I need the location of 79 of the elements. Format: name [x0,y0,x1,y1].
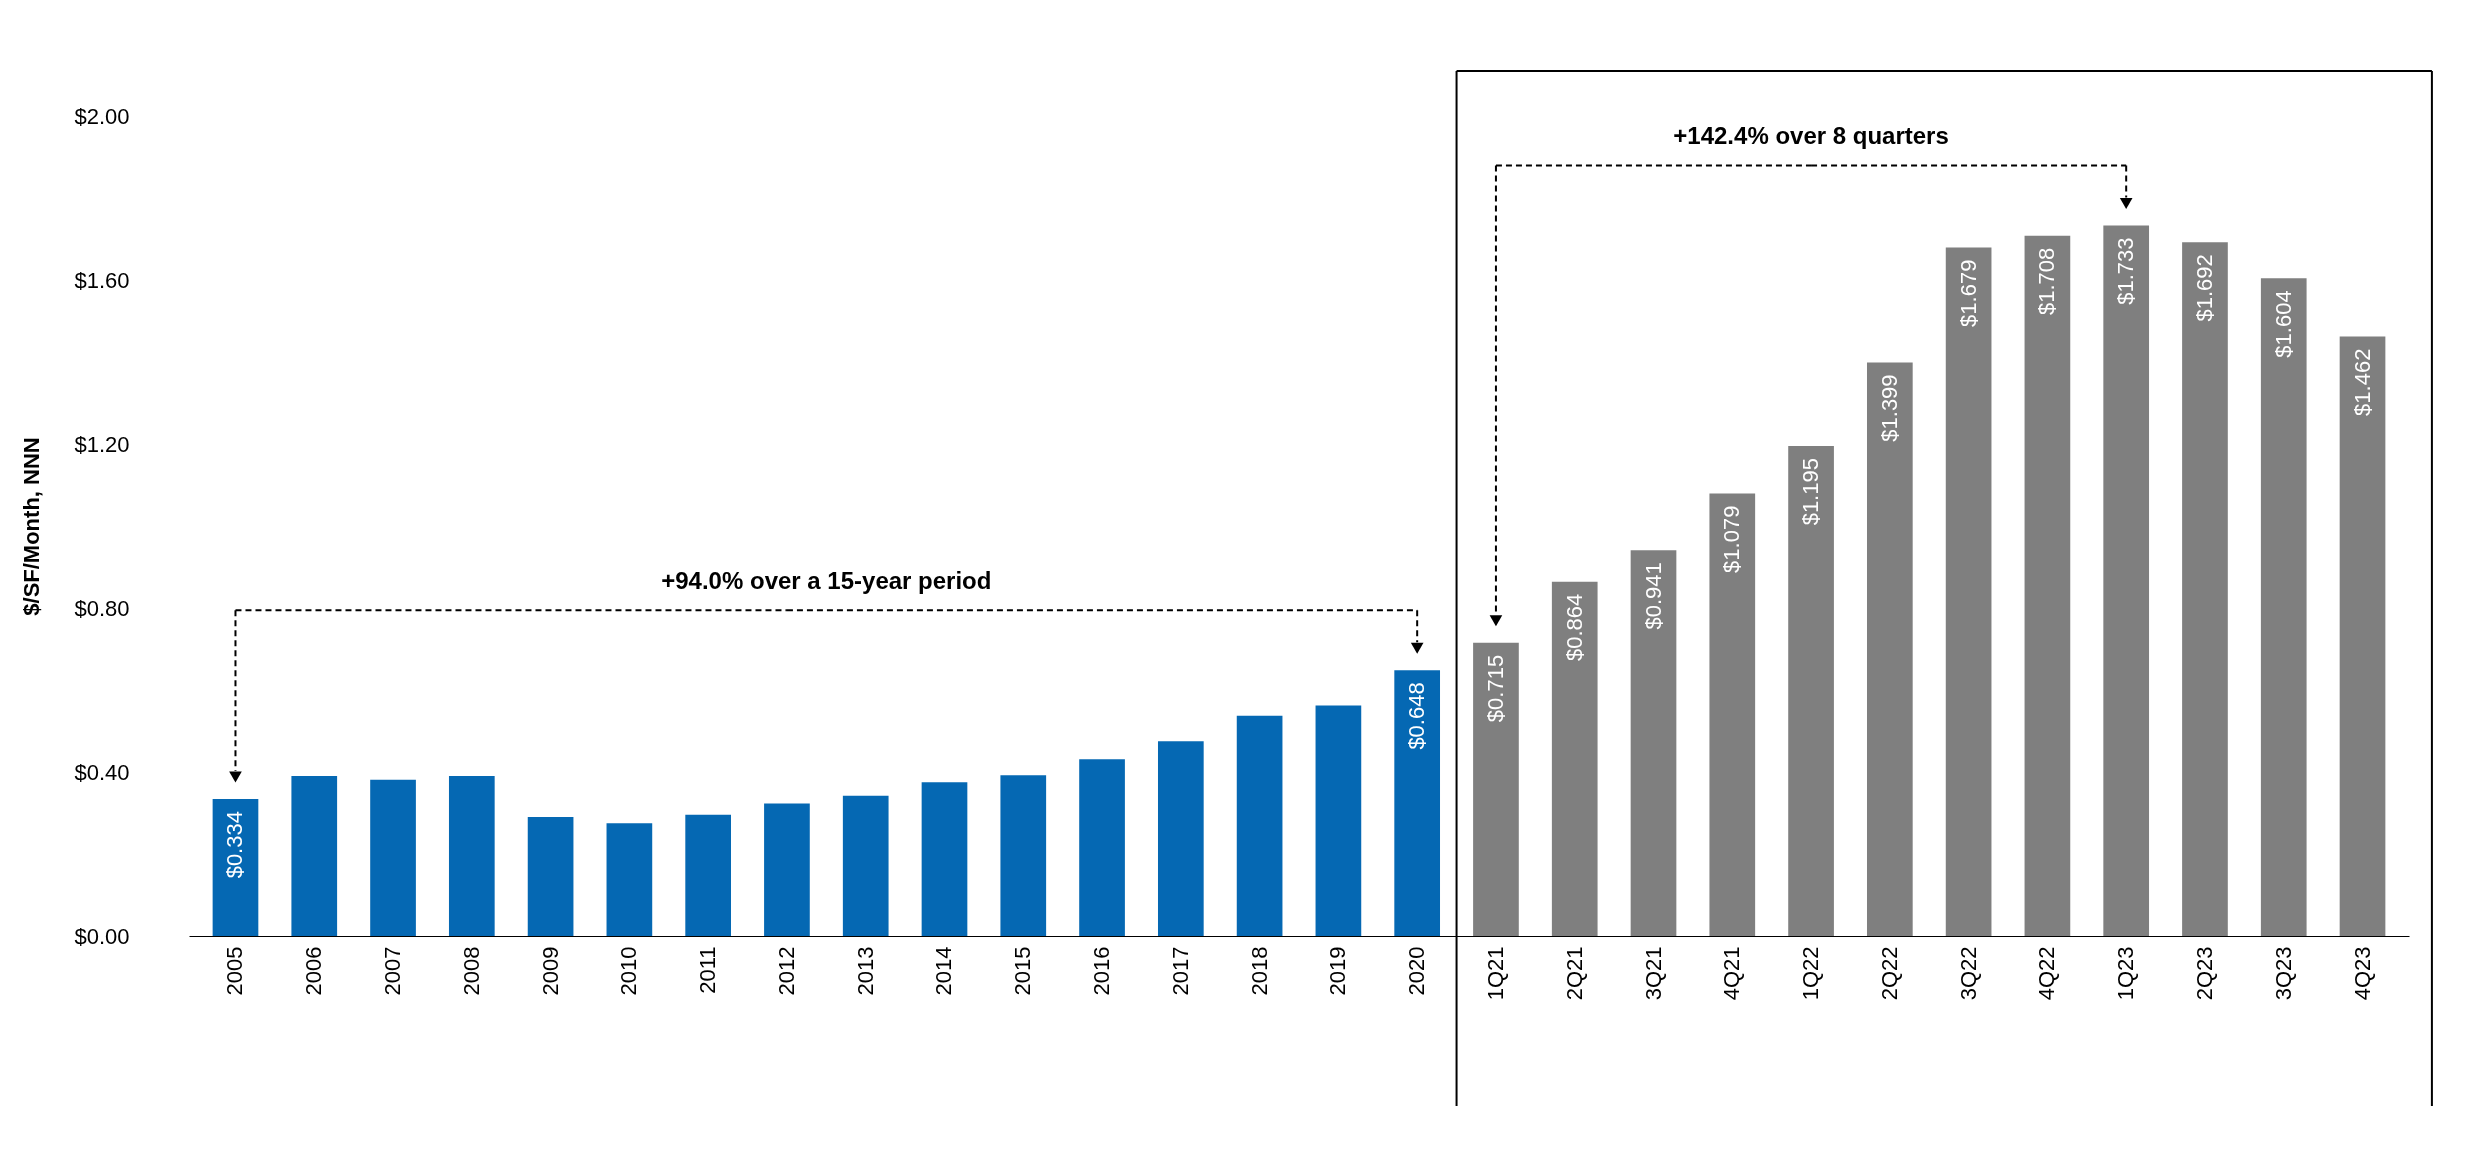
data-label: $1.604 [2270,290,2296,358]
bar [1394,670,1441,936]
x-tick-label: 2007 [380,946,406,996]
x-tick-label: 2005 [222,946,248,996]
bar [2103,225,2150,936]
bar [527,817,574,936]
bar [1473,642,1519,936]
x-tick-label: 2014 [931,946,957,996]
bar [1079,759,1125,936]
bar [1630,550,1677,936]
x-tick-label: 2Q21 [1561,946,1587,1001]
data-label: $1.733 [2113,237,2139,305]
bar [1709,493,1756,936]
bar [685,814,731,936]
annotation: +142.4% over 8 quarters [1673,122,1949,150]
x-tick-label: 2011 [695,946,721,994]
bar [2339,336,2386,936]
data-label: $0.864 [1561,593,1587,662]
data-label: $0.648 [1404,682,1430,750]
data-label: $0.715 [1482,654,1508,723]
x-tick-label: 4Q23 [2349,946,2375,1001]
x-tick-label: 2013 [852,946,878,996]
x-tick-label: 3Q21 [1640,946,1666,1001]
x-tick-label: 4Q22 [2034,946,2060,1001]
bar [448,776,495,936]
x-tick-label: 2020 [1404,946,1430,996]
x-tick-label: 2018 [1246,946,1272,996]
bar [2182,242,2228,936]
x-tick-label: 2019 [1325,946,1351,996]
x-tick-label: 1Q23 [2113,946,2139,1001]
x-tick-label: 2017 [1167,946,1193,996]
data-label: $1.399 [1876,374,1902,442]
bar [606,823,653,936]
y-tick-label: $1.20 [74,431,130,457]
y-axis-title: $/SF/Month, NNN [19,437,45,616]
y-tick-label: $0.00 [74,923,130,949]
bar [1945,247,1992,936]
x-tick-label: 2012 [773,946,799,996]
bar [291,776,338,936]
bar [2260,278,2307,936]
y-tick-label: $0.40 [74,759,130,785]
bar [921,782,968,936]
bar [1315,705,1362,936]
bar [212,799,259,936]
x-tick-label: 2Q23 [2191,946,2217,1001]
x-tick-label: 3Q23 [2270,946,2296,1001]
x-tick-label: 2008 [458,946,484,996]
bar [1000,775,1047,936]
x-tick-label: 1Q21 [1482,946,1508,1001]
x-tick-label: 2010 [616,946,642,996]
annotation: +94.0% over a 15-year period [661,567,992,595]
bar [1788,446,1834,936]
data-label: $1.195 [1798,458,1824,526]
x-tick-label: 2006 [301,946,327,996]
bar [1157,741,1204,936]
x-tick-label: 1Q22 [1798,946,1824,1001]
x-tick-label: 2015 [1010,946,1036,996]
y-tick-label: $1.60 [74,267,130,293]
bar [370,779,416,936]
data-label: $1.708 [2034,247,2060,316]
data-label: $1.679 [1955,259,1981,327]
bar [1236,715,1283,936]
bar [842,795,889,936]
data-label: $1.079 [1719,505,1745,573]
x-tick-label: 2009 [537,946,563,996]
x-tick-label: 4Q21 [1719,946,1745,1001]
bar [1551,581,1598,936]
data-label: $0.334 [222,811,248,879]
bar [1867,362,1913,936]
x-tick-label: 2Q22 [1876,946,1902,1001]
bar [764,803,810,936]
bar [2024,235,2071,936]
data-label: $1.692 [2191,254,2217,322]
y-tick-label: $0.80 [74,595,130,621]
data-label: $1.462 [2349,348,2375,416]
y-tick-label: $2.00 [74,103,130,129]
x-tick-label: 3Q22 [1955,946,1981,1001]
x-tick-label: 2016 [1089,946,1115,996]
data-label: $0.941 [1640,562,1666,630]
